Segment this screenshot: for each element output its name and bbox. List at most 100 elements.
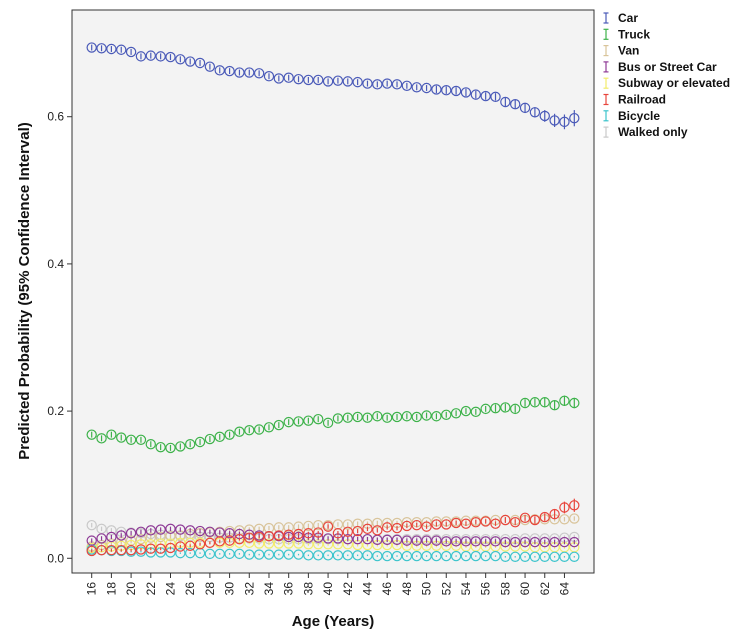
data-point <box>391 79 403 90</box>
data-point <box>490 536 501 547</box>
data-point <box>529 536 541 548</box>
data-point <box>224 535 235 546</box>
x-tick-label: 20 <box>124 582 138 596</box>
data-point <box>391 550 403 562</box>
data-point <box>303 520 314 532</box>
data-point <box>401 550 413 562</box>
data-point <box>116 544 127 556</box>
data-point <box>263 522 275 534</box>
data-point <box>391 411 403 423</box>
data-point <box>352 411 363 423</box>
data-point <box>431 84 442 95</box>
data-point <box>539 536 550 548</box>
data-point <box>510 517 521 528</box>
data-point <box>184 56 196 67</box>
data-point <box>204 537 216 549</box>
data-point <box>362 550 373 561</box>
data-point <box>253 531 265 543</box>
x-tick-label: 38 <box>301 582 315 596</box>
data-point <box>372 517 383 529</box>
data-point <box>381 412 393 423</box>
data-point <box>106 43 117 55</box>
data-point <box>549 508 560 520</box>
legend-item: Bicycle <box>603 109 660 123</box>
data-point <box>283 529 294 540</box>
legend-label: Bicycle <box>618 109 660 123</box>
x-tick-label: 60 <box>518 582 532 596</box>
data-point <box>244 425 255 436</box>
data-point <box>283 416 294 428</box>
data-point <box>165 542 176 554</box>
legend-item: Bus or Street Car <box>603 60 717 74</box>
data-point <box>303 528 314 539</box>
data-point <box>86 519 97 531</box>
data-point <box>510 536 521 548</box>
data-point <box>460 550 472 562</box>
data-point <box>273 73 285 84</box>
data-point <box>549 536 560 548</box>
data-point <box>244 67 255 78</box>
x-tick-label: 32 <box>242 582 256 596</box>
data-point <box>145 439 156 450</box>
data-point <box>313 413 324 425</box>
y-tick-label: 0.6 <box>47 110 64 124</box>
data-point <box>145 525 156 536</box>
data-point <box>155 531 166 543</box>
data-point <box>165 442 176 454</box>
x-tick-label: 40 <box>321 582 335 596</box>
data-point <box>411 411 422 423</box>
legend-label: Subway or elevated <box>618 76 730 90</box>
data-point <box>362 78 373 89</box>
data-point <box>569 112 580 124</box>
data-point <box>214 431 225 443</box>
data-point <box>194 525 206 537</box>
data-point <box>460 518 472 529</box>
data-point <box>244 532 255 543</box>
legend: Car Truck Van Bus or Street Car Subway or el… <box>603 11 730 139</box>
data-point <box>401 520 413 532</box>
legend-label: Van <box>618 44 639 58</box>
data-point <box>480 516 491 527</box>
data-point <box>322 533 334 544</box>
data-point <box>184 537 196 549</box>
data-point <box>165 51 176 63</box>
data-point <box>490 91 501 103</box>
data-point <box>283 549 294 560</box>
data-point <box>283 72 294 83</box>
data-point <box>450 536 462 547</box>
data-point <box>441 536 452 547</box>
data-point <box>450 85 462 97</box>
y-tick-label: 0.4 <box>47 257 64 271</box>
data-point <box>86 545 97 557</box>
data-point <box>234 426 245 437</box>
series-truck <box>86 395 580 454</box>
data-point <box>519 551 531 563</box>
data-point <box>332 528 344 539</box>
data-point <box>470 550 482 562</box>
data-point <box>500 96 511 108</box>
data-point <box>332 550 344 561</box>
legend-item: Walked only <box>603 125 688 139</box>
data-point <box>253 538 265 549</box>
data-point <box>184 525 196 536</box>
data-point <box>529 397 541 408</box>
data-point <box>391 534 403 546</box>
data-point <box>322 550 334 561</box>
data-point <box>135 51 147 62</box>
data-point <box>175 441 186 452</box>
data-point <box>184 547 196 559</box>
x-axis-title: Age (Years) <box>292 613 375 630</box>
data-point <box>510 551 521 563</box>
data-point <box>411 519 422 531</box>
data-point <box>381 550 393 562</box>
data-point <box>194 57 206 69</box>
data-point <box>125 544 137 556</box>
data-point <box>372 79 383 90</box>
data-point <box>352 525 363 537</box>
data-point <box>500 536 511 548</box>
legend-label: Walked only <box>618 125 688 139</box>
data-point <box>263 538 275 549</box>
data-point <box>362 523 373 535</box>
